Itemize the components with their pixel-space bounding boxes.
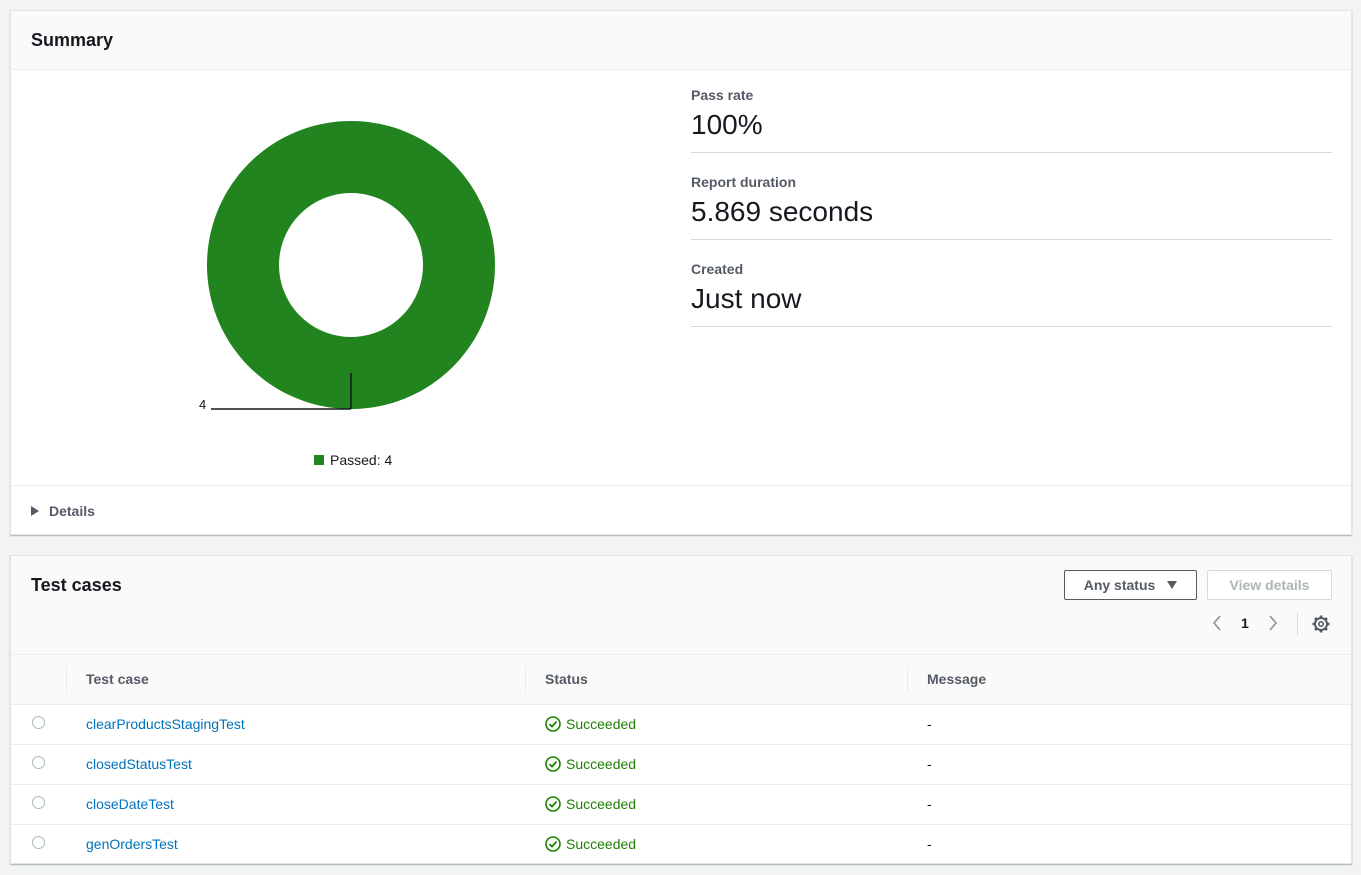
status-filter-dropdown[interactable]: Any status [1064,570,1197,600]
message-cell: - [927,836,932,853]
view-details-button[interactable]: View details [1207,570,1332,600]
created-label: Created [691,261,744,277]
test-case-link[interactable]: genOrdersTest [86,836,178,853]
summary-header: Summary [11,11,1351,70]
view-details-label: View details [1229,577,1310,593]
metric-created: Created Just now [691,261,1332,327]
select-column-header [11,655,66,705]
check-circle-icon [545,756,561,772]
status-cell: Succeeded [545,716,907,732]
test-case-link[interactable]: clearProductsStagingTest [86,716,245,732]
current-page[interactable]: 1 [1241,615,1249,631]
message-cell: - [927,796,932,812]
test-case-link[interactable]: closedStatusTest [86,756,192,772]
pass-rate-value: 100% [691,109,763,140]
donut-slice-passed [206,121,495,409]
next-page-icon[interactable] [1263,613,1283,633]
message-cell: - [927,756,932,772]
details-label: Details [49,503,95,519]
caret-down-icon [1167,581,1178,589]
row-select-radio[interactable] [32,756,45,769]
metric-report-duration: Report duration 5.869 seconds [691,174,1332,240]
status-cell: Succeeded [545,796,907,812]
report-duration-value: 5.869 seconds [691,196,874,227]
pagination: 1 [1207,613,1283,633]
column-header-status[interactable]: Status [525,655,907,705]
test-cases-table: Test case Status Message clearProductsSt… [11,655,1351,864]
details-toggle[interactable]: Details [31,503,95,519]
test-case-link[interactable]: closeDateTest [86,796,174,812]
table-row: closeDateTest Succeeded - [11,784,1351,825]
data-label-passed: 4 [199,397,206,412]
column-header-message[interactable]: Message [907,655,1351,705]
table-row: genOrdersTest Succeeded - [11,824,1351,864]
previous-page-icon[interactable] [1207,613,1227,633]
metric-pass-rate: Pass rate 100% [691,87,1332,153]
status-filter-label: Any status [1083,577,1156,593]
check-circle-icon [545,716,561,732]
report-duration-label: Report duration [691,174,796,190]
test-cases-panel: Test cases Any status View details 1 [10,555,1352,864]
row-select-radio[interactable] [32,836,45,850]
legend-swatch-passed [314,455,324,465]
table-row: clearProductsStagingTest Succeeded - [11,704,1351,745]
summary-panel: Summary 4 Passed: 4 Pass rate 100% Repor… [10,10,1352,535]
test-cases-title: Test cases [31,575,122,595]
check-circle-icon [545,836,561,853]
check-circle-icon [545,796,561,812]
table-row: closedStatusTest Succeeded - [11,744,1351,785]
pager-divider [1297,612,1298,636]
pass-rate-label: Pass rate [691,87,754,103]
details-section: Details [11,485,1351,535]
pass-rate-donut-chart: 4 [199,121,495,412]
row-select-radio[interactable] [32,796,45,809]
status-cell: Succeeded [545,756,907,772]
chart-legend: Passed: 4 [314,452,392,468]
legend-label-passed: Passed: 4 [330,452,393,468]
status-cell: Succeeded [545,836,907,852]
summary-title: Summary [31,30,114,50]
caret-right-icon [31,506,39,516]
message-cell: - [927,716,932,732]
gear-icon[interactable] [1311,614,1331,634]
column-header-test-case[interactable]: Test case [66,655,525,705]
table-header-row: Test case Status Message [11,655,1351,705]
test-cases-header: Test cases Any status View details 1 [11,556,1351,655]
row-select-radio[interactable] [32,716,45,729]
created-value: Just now [691,283,802,314]
